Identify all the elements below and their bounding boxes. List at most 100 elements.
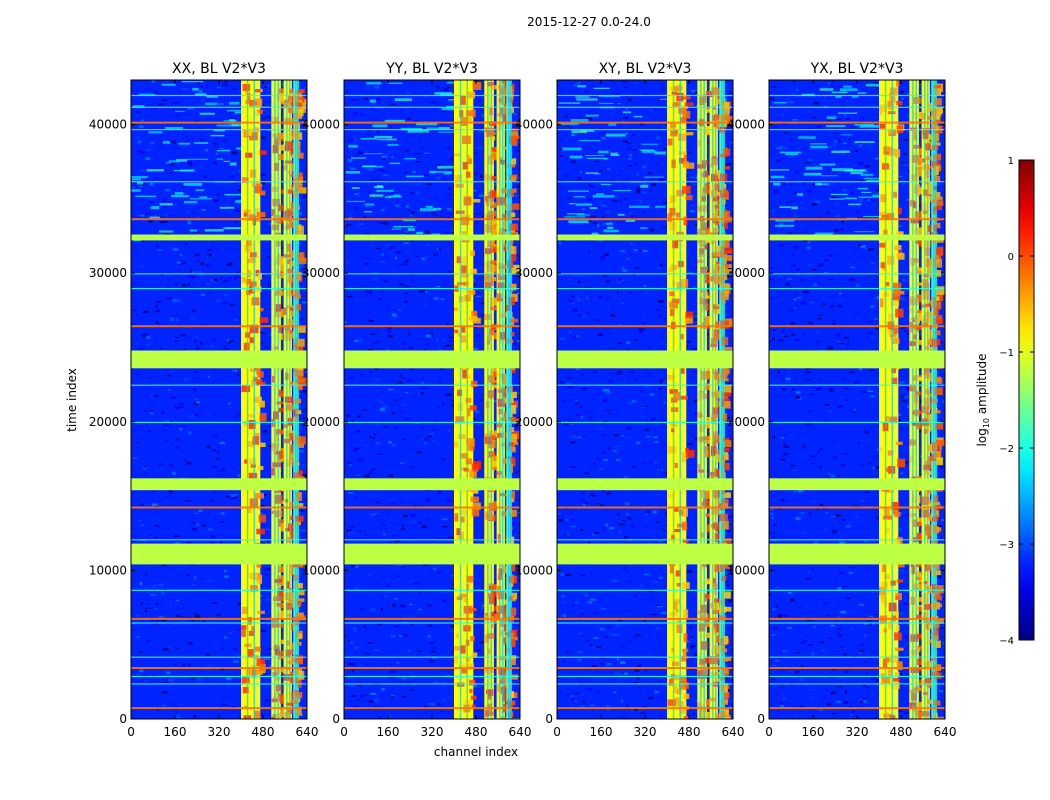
rfi-line — [131, 622, 307, 624]
rfi-line — [769, 106, 945, 108]
panel-yx: YX, BL V2*V3 0 160 320 480 640 0 10000 20000 3000… — [727, 61, 957, 739]
rfi-line — [769, 707, 945, 710]
x-tick-label: 480 — [890, 725, 913, 739]
x-tick-label: 160 — [802, 725, 825, 739]
rfi-line — [344, 617, 520, 620]
rfi-line — [344, 218, 520, 221]
rfi-line — [131, 94, 307, 97]
rfi-line — [131, 181, 307, 183]
rfi-line — [557, 675, 733, 678]
flagged-time-band — [344, 234, 520, 241]
flagged-time-band — [769, 478, 945, 491]
flagged-time-band — [131, 478, 307, 491]
colorbar-label: log10 amplitude — [975, 354, 991, 447]
rfi-line — [557, 106, 733, 108]
flagged-time-band — [344, 350, 520, 369]
x-tick-label: 320 — [208, 725, 231, 739]
rfi-line — [557, 707, 733, 710]
rfi-line — [769, 121, 945, 124]
colorbar: 1 0 −1 −2 −3 −4 log10 amplitude — [975, 156, 1035, 647]
rfi-line — [344, 325, 520, 328]
flagged-time-band — [131, 543, 307, 565]
colorbar-tick-label: 0 — [1008, 252, 1014, 263]
rfi-line — [557, 667, 733, 669]
y-tick-label: 10000 — [727, 563, 765, 577]
y-tick-label: 30000 — [89, 266, 127, 280]
rfi-line — [344, 589, 520, 591]
rfi-line — [769, 617, 945, 620]
panel-title: XY, BL V2*V3 — [599, 61, 692, 77]
rfi-line — [769, 589, 945, 591]
rfi-line — [769, 667, 945, 669]
rfi-line — [344, 288, 520, 290]
rfi-line — [769, 683, 945, 685]
rfi-line — [131, 129, 307, 131]
rfi-line — [557, 683, 733, 685]
rfi-line — [131, 273, 307, 275]
x-tick-label: 0 — [553, 725, 561, 739]
figure-suptitle: 2015-12-27 0.0-24.0 — [527, 15, 651, 29]
flagged-time-band — [769, 350, 945, 369]
y-tick-label: 40000 — [302, 118, 340, 132]
rfi-line — [769, 288, 945, 290]
x-tick-label: 160 — [590, 725, 613, 739]
rfi-line — [557, 506, 733, 509]
x-tick-label: 640 — [722, 725, 745, 739]
rfi-line — [769, 622, 945, 624]
panel-title: YY, BL V2*V3 — [385, 61, 478, 77]
y-tick-label: 0 — [119, 712, 127, 726]
rfi-line — [131, 325, 307, 328]
rfi-line — [557, 94, 733, 97]
rfi-line — [344, 106, 520, 108]
rfi-line — [131, 506, 307, 509]
rfi-line — [131, 675, 307, 678]
bright-channel-band — [271, 80, 281, 719]
colorbar-tick-label: −2 — [999, 444, 1014, 455]
rfi-line — [344, 121, 520, 124]
x-tick-label: 160 — [164, 725, 187, 739]
rfi-line — [131, 707, 307, 710]
rfi-line — [131, 384, 307, 386]
rfi-line — [131, 288, 307, 290]
flagged-time-band — [344, 543, 520, 565]
colorbar-tick-label: −4 — [999, 636, 1014, 647]
rfi-line — [344, 656, 520, 658]
y-tick-label: 30000 — [727, 266, 765, 280]
rfi-line — [131, 617, 307, 620]
rfi-line — [344, 94, 520, 97]
x-tick-label: 640 — [296, 725, 319, 739]
rfi-line — [344, 675, 520, 678]
rfi-line — [131, 106, 307, 108]
x-tick-label: 640 — [934, 725, 957, 739]
rfi-line — [344, 273, 520, 275]
rfi-line — [769, 218, 945, 221]
rfi-line — [344, 667, 520, 669]
x-tick-label: 320 — [846, 725, 869, 739]
rfi-line — [769, 656, 945, 658]
rfi-line — [557, 218, 733, 221]
rfi-line — [557, 129, 733, 131]
x-tick-label: 480 — [465, 725, 488, 739]
rfi-line — [344, 707, 520, 710]
rfi-line — [131, 683, 307, 685]
rfi-line — [769, 181, 945, 183]
y-tick-label: 0 — [757, 712, 765, 726]
flagged-time-band — [557, 478, 733, 491]
rfi-line — [557, 181, 733, 183]
flagged-time-band — [557, 543, 733, 565]
flagged-time-band — [344, 478, 520, 491]
rfi-line — [131, 656, 307, 658]
rfi-line — [557, 325, 733, 328]
rfi-line — [344, 421, 520, 423]
rfi-line — [557, 539, 733, 541]
x-tick-label: 480 — [678, 725, 701, 739]
rfi-line — [769, 325, 945, 328]
panel-title: YX, BL V2*V3 — [810, 61, 904, 77]
rfi-line — [131, 589, 307, 591]
flagged-time-band — [557, 350, 733, 369]
rfi-line — [557, 589, 733, 591]
rfi-line — [344, 622, 520, 624]
rfi-line — [131, 121, 307, 124]
flagged-time-band — [131, 234, 307, 241]
rfi-line — [557, 622, 733, 624]
